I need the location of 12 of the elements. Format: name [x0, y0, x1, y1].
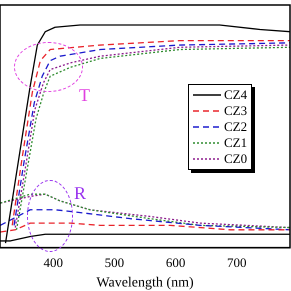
x-tick-label: 600: [166, 254, 186, 270]
annotation: T: [79, 85, 90, 105]
legend-label: CZ3: [224, 103, 248, 119]
legend-label: CZ0: [224, 151, 248, 167]
legend-label: CZ4: [224, 87, 248, 103]
annotation: R: [74, 183, 86, 203]
x-tick-label: 500: [104, 254, 124, 270]
legend-label: CZ2: [224, 119, 248, 135]
x-axis-title: Wavelength (nm): [96, 275, 194, 290]
x-tick-label: 700: [227, 254, 247, 270]
x-tick-label: 400: [43, 254, 63, 270]
legend-label: CZ1: [224, 135, 248, 151]
